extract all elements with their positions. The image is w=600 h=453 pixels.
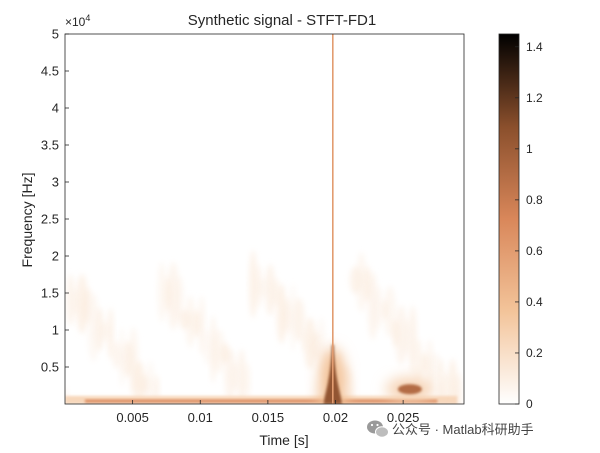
y-tick-label: 4 — [52, 101, 59, 116]
colorbar-tick-label: 1.2 — [526, 91, 543, 105]
background-energy — [413, 339, 424, 384]
background-energy — [301, 331, 308, 352]
background-energy — [367, 271, 378, 340]
background-energy — [210, 315, 217, 384]
background-energy — [167, 261, 180, 330]
y-axis-ticks: 0.5 1 1.5 2 2.5 3 3.5 4 4.5 5 — [41, 27, 69, 375]
colorbar-tick-label: 0.6 — [526, 244, 543, 258]
background-energy — [255, 264, 262, 309]
background-energy — [164, 275, 171, 312]
x-axis-label: Time [s] — [259, 432, 308, 448]
wechat-icon — [367, 420, 389, 438]
y-tick-label: 3.5 — [41, 138, 59, 153]
background-energy — [224, 348, 237, 401]
colorbar-tick-label: 1.4 — [526, 40, 543, 54]
colorbar-frame — [498, 33, 520, 405]
x-axis-ticks: 0.005 0.01 0.015 0.02 0.025 — [116, 400, 419, 425]
background-energy — [244, 362, 251, 399]
background-energy — [146, 360, 155, 404]
x-tick-label: 0.02 — [323, 410, 348, 425]
x-tick-label: 0.01 — [188, 410, 213, 425]
background-energy — [290, 283, 296, 352]
x-tick-label: 0.005 — [116, 410, 149, 425]
low-frequency-band-core — [85, 399, 438, 403]
colorbar-tick-label: 0 — [526, 397, 533, 411]
y-tick-label: 1.5 — [41, 286, 59, 301]
y-axis-label: Frequency [Hz] — [19, 173, 35, 268]
background-energy — [426, 339, 433, 392]
y-tick-label: 0.5 — [41, 360, 59, 375]
background-energy — [133, 360, 146, 404]
background-energy — [347, 370, 353, 404]
y-exponent-label: ×104 — [65, 13, 90, 29]
colorbar-tick-label: 1 — [526, 142, 533, 156]
background-energy — [112, 341, 121, 370]
background-energy — [304, 317, 317, 370]
background-energy — [383, 285, 396, 338]
background-energy — [153, 374, 160, 403]
background-energy — [178, 309, 191, 330]
y-tick-label: 4.5 — [41, 64, 59, 79]
y-tick-label: 3 — [52, 175, 59, 190]
watermark-text: 公众号 · Matlab科研助手 — [392, 422, 534, 437]
background-energy — [157, 262, 166, 323]
background-energy — [87, 293, 100, 362]
background-energy — [198, 295, 205, 356]
colorbar-tick-label: 0.2 — [526, 346, 543, 360]
y-tick-label: 2 — [52, 249, 59, 264]
y-tick-label: 1 — [52, 323, 59, 338]
spectrogram-heatmap — [65, 34, 463, 404]
chart-title: Synthetic signal - STFT-FD1 — [188, 12, 376, 29]
background-energy — [276, 283, 287, 344]
background-energy — [381, 299, 388, 320]
colorbar-tick-label: 0.8 — [526, 193, 543, 207]
background-energy — [438, 358, 445, 404]
background-energy — [395, 305, 408, 366]
x-tick-label: 0.025 — [387, 410, 420, 425]
watermark: 公众号 · Matlab科研助手 — [367, 420, 534, 438]
background-energy — [203, 329, 212, 366]
background-energy — [73, 287, 80, 316]
colorbar-tick-label: 0.4 — [526, 295, 543, 309]
background-energy — [392, 319, 399, 348]
background-energy — [237, 348, 246, 404]
x-tick-label: 0.015 — [252, 410, 285, 425]
background-energy — [107, 307, 114, 360]
burst — [397, 384, 422, 395]
colorbar — [499, 34, 519, 404]
colorbar-ticks: 0 0.2 0.4 0.6 0.8 1 1.2 1.4 — [515, 40, 543, 411]
y-tick-label: 5 — [52, 27, 59, 42]
background-energy — [66, 273, 75, 326]
background-energy — [349, 266, 362, 295]
background-energy — [249, 250, 258, 319]
y-tick-label: 2.5 — [41, 212, 59, 227]
background-energy — [119, 327, 125, 388]
background-energy — [76, 273, 89, 334]
